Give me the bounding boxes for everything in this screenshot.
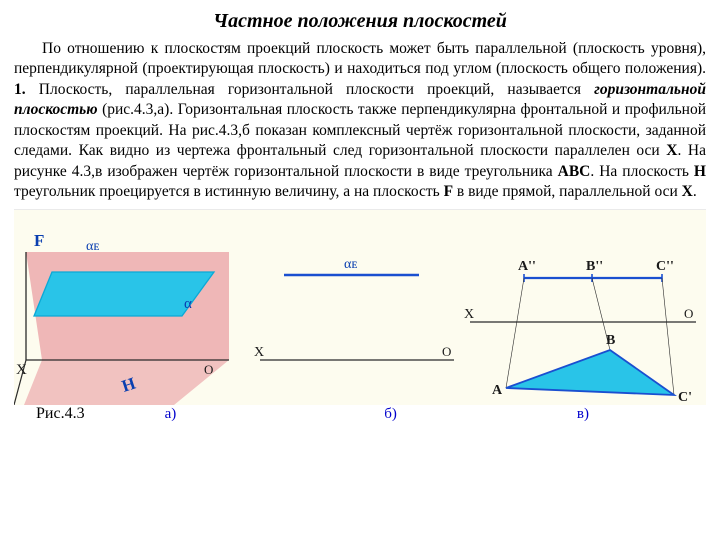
text-run: Х	[666, 142, 677, 159]
text-run: Х	[682, 183, 693, 200]
text-run: треугольник проецируется в истинную вели…	[14, 183, 444, 200]
panel-label-a: а)	[165, 406, 177, 423]
svg-text:X: X	[16, 362, 27, 378]
text-run: Плоскость, параллельная горизонтальной п…	[26, 81, 595, 98]
figure-panel-c: A'' B'' C'' X O A B C'	[464, 210, 706, 405]
text-run: в виде прямой, параллельной оси	[453, 183, 682, 200]
svg-text:B'': B''	[586, 259, 603, 274]
text-run: .	[693, 183, 697, 200]
svg-text:X: X	[464, 307, 474, 322]
svg-text:F: F	[34, 231, 44, 250]
svg-text:αᴇ: αᴇ	[344, 257, 358, 272]
text-run: F	[444, 183, 453, 200]
main-paragraph: По отношению к плоскостям проекций плоск…	[14, 39, 706, 203]
figure-caption-row: Рис.4.3 а) б) в)	[14, 405, 706, 423]
text-run: Н	[694, 163, 706, 180]
figure-caption: Рис.4.3	[36, 405, 85, 423]
text-run: АВС	[558, 163, 591, 180]
svg-text:A: A	[492, 383, 503, 398]
figure-4-3: FXOαᴇαH αᴇXO A''B''C''XOABC'	[14, 209, 706, 405]
text-run: . На плоскость	[590, 163, 694, 180]
svg-text:C'': C''	[656, 259, 674, 274]
text-run: По отношению к плоскостям проекций плоск…	[14, 40, 706, 77]
svg-text:B: B	[606, 333, 615, 348]
panel-label-c: в)	[577, 406, 589, 423]
svg-text:α: α	[184, 296, 192, 312]
svg-text:αᴇ: αᴇ	[86, 239, 100, 254]
svg-text:O: O	[204, 362, 213, 377]
figure-panel-a: FXOαᴇαH	[14, 210, 254, 405]
figure-panel-b: αᴇ X O	[254, 210, 464, 405]
svg-text:X: X	[254, 345, 264, 360]
page-title: Частное положения плоскостей	[14, 10, 706, 33]
text-run: 1.	[14, 81, 26, 98]
svg-text:O: O	[684, 306, 693, 321]
svg-text:O: O	[442, 344, 451, 359]
svg-text:A'': A''	[518, 259, 536, 274]
panel-label-b: б)	[384, 406, 397, 423]
svg-text:C': C'	[678, 390, 692, 405]
text-run: (рис.4.3,а). Горизонтальная плоскость та…	[14, 101, 706, 159]
